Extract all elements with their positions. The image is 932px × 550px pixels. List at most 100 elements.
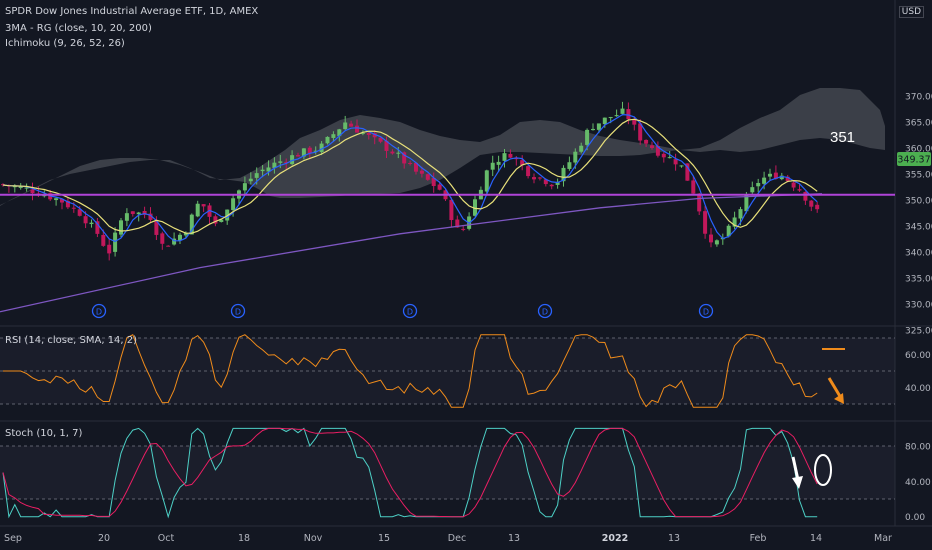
- candle-body: [537, 177, 542, 179]
- candle-body: [773, 172, 778, 179]
- time-tick-label: 2022: [602, 533, 628, 544]
- candle-body: [738, 209, 743, 219]
- candle-body: [703, 211, 708, 234]
- time-tick-label: Nov: [304, 533, 323, 544]
- stoch-axis: 0.00 40.00 80.00: [905, 443, 931, 524]
- candle-body: [142, 210, 147, 215]
- candle-body: [355, 125, 359, 133]
- candle-body: [596, 123, 601, 130]
- price-tick-label: 335.00: [905, 275, 932, 285]
- candle-body: [65, 200, 70, 208]
- candle-body: [785, 176, 790, 182]
- candle-body: [71, 207, 76, 209]
- rsi-axis: 40.00 60.00: [905, 351, 931, 394]
- candle-body: [744, 194, 749, 212]
- candle-body: [189, 214, 194, 235]
- rsi-tick-label: 40.00: [905, 384, 931, 394]
- candle-body: [756, 182, 761, 187]
- price-tick-label: 345.00: [905, 223, 932, 233]
- candle-body: [284, 161, 289, 163]
- candle-body: [414, 162, 418, 172]
- candle-body: [18, 186, 23, 188]
- candle-body: [396, 152, 401, 154]
- rsi-line: [3, 333, 818, 408]
- time-tick-label: Oct: [158, 533, 175, 544]
- time-tick-label: 14: [810, 533, 822, 544]
- price-tick-label: 325.00: [905, 327, 932, 337]
- dividend-marker-label: D: [703, 308, 709, 317]
- candle-body: [791, 182, 796, 188]
- last-price-badge: [897, 152, 931, 166]
- candle-body: [679, 165, 684, 167]
- candle-body: [272, 162, 277, 168]
- candle-body: [555, 181, 560, 185]
- dividend-marker-circle: [698, 303, 714, 319]
- dividend-marker[interactable]: D: [91, 303, 107, 319]
- time-axis: Sep 20 Oct 18 Nov 15 Dec 13 2022 13 Feb 14 Mar: [4, 533, 892, 544]
- candle-body: [543, 179, 548, 185]
- candle-body: [201, 204, 206, 207]
- candle-body: [632, 119, 637, 125]
- dividend-marker-circle: [91, 303, 107, 319]
- candle-body: [750, 187, 755, 193]
- candle-body: [225, 209, 230, 221]
- dividend-marker-label: D: [407, 308, 413, 317]
- candle-body: [95, 221, 100, 234]
- candle-body: [231, 198, 236, 211]
- candle-body: [532, 177, 536, 180]
- dividend-marker[interactable]: D: [402, 303, 418, 319]
- candle-body: [307, 147, 312, 154]
- dividend-marker[interactable]: D: [537, 303, 553, 319]
- candle-body: [726, 225, 731, 237]
- candle-body: [384, 140, 389, 151]
- dividend-marker-circle: [402, 303, 418, 319]
- price-tick-label: 360.00: [905, 145, 932, 155]
- candle-body: [301, 148, 306, 157]
- candle-body: [408, 162, 413, 164]
- candle-body: [60, 198, 64, 203]
- ma20-line: [2, 118, 818, 234]
- candle-body: [685, 163, 690, 181]
- time-tick-label: Dec: [448, 533, 466, 544]
- dividend-marker-label: D: [235, 308, 241, 317]
- rsi-arrowhead-icon: [834, 393, 844, 404]
- candle-body: [290, 155, 295, 165]
- time-tick-label: 20: [98, 533, 110, 544]
- ma10-line: [2, 113, 818, 243]
- candle-body: [213, 216, 218, 224]
- dividend-marker-circle: [230, 303, 246, 319]
- candle-body: [691, 180, 696, 194]
- candle-body: [207, 205, 212, 217]
- candle-body: [296, 155, 300, 157]
- candle-body: [366, 132, 371, 135]
- candle-body: [360, 132, 365, 134]
- candle-body: [119, 220, 123, 235]
- dividend-marker[interactable]: D: [230, 303, 246, 319]
- candle-body: [520, 160, 525, 166]
- price-axis: 325.00 330.00 335.00 340.00 345.00 350.00 355.…: [905, 93, 932, 337]
- candle-body: [714, 240, 719, 245]
- candle-body: [508, 153, 513, 158]
- currency-badge[interactable]: USD: [898, 6, 924, 18]
- rsi-arrow-icon: [827, 377, 843, 399]
- candle-body: [549, 184, 554, 187]
- candle-body: [313, 150, 318, 152]
- indicator-lines: [0, 113, 823, 519]
- candle-body: [343, 122, 348, 130]
- candle-body: [614, 115, 619, 117]
- dividend-marker[interactable]: D: [698, 303, 714, 319]
- time-tick-label: 13: [668, 533, 680, 544]
- candle-body: [54, 198, 59, 201]
- stoch-d-line: [2, 427, 818, 518]
- chart-title: SPDR Dow Jones Industrial Average ETF, 1…: [5, 6, 259, 17]
- candle-body: [390, 151, 395, 154]
- rsi-tick-label: 60.00: [905, 351, 931, 361]
- candle-body: [437, 184, 442, 190]
- candle-body: [113, 232, 118, 252]
- candle-body: [502, 153, 507, 161]
- time-tick-label: 15: [378, 533, 390, 544]
- candle-body: [319, 143, 324, 153]
- candle-body: [425, 174, 430, 180]
